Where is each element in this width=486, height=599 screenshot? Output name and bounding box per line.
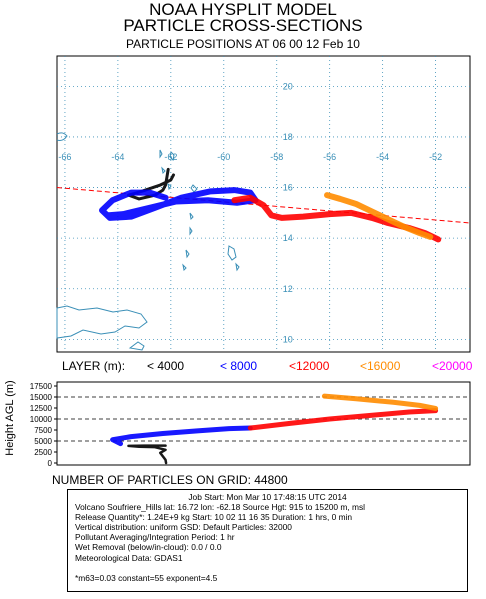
info-constants: *m63=0.03 constant=55 exponent=4.5: [75, 572, 218, 583]
title-line-3: PARTICLE POSITIONS AT 06 00 12 Feb 10: [126, 37, 360, 51]
lon-tick-label: -56: [323, 152, 336, 162]
legend-item-red: <12000: [289, 359, 330, 373]
legend-item-magenta: <20000: [432, 359, 473, 373]
info-release: Release Quantity*: 1.24E+9 kg Start: 10 …: [75, 512, 353, 523]
lon-tick-label: -62: [164, 152, 177, 162]
legend-item-black: < 4000: [147, 359, 185, 373]
lon-tick-label: -66: [58, 152, 71, 162]
map-grid: -66 -64 -62 -60 -58 -56 -54 -52 10 12 14 16 18 20: [57, 56, 470, 352]
title-line-1: NOAA HYSPLIT MODEL: [149, 0, 337, 19]
xs-series-3: [321, 393, 439, 411]
height-tick-label: 12500: [30, 404, 53, 413]
lon-tick-label: -64: [111, 152, 124, 162]
info-wet-removal: Wet Removal (below/in-cloud): 0.0 / 0.0: [75, 542, 222, 553]
height-tick-label: 2500: [34, 448, 52, 457]
map-series-0: [126, 167, 175, 201]
lon-tick-label: -52: [429, 152, 442, 162]
xs-series-1: [110, 425, 253, 447]
lat-tick-label: 16: [283, 183, 293, 193]
lat-tick-label: 20: [283, 81, 293, 91]
map-series-3: [324, 192, 434, 240]
lat-tick-label: 12: [283, 284, 293, 294]
title-line-2: PARTICLE CROSS-SECTIONS: [123, 16, 363, 35]
height-tick-label: 7500: [34, 426, 52, 435]
lat-tick-label: 18: [283, 132, 293, 142]
lon-tick-label: -60: [217, 152, 230, 162]
lon-tick-label: -58: [270, 152, 283, 162]
info-source: Volcano Soufriere_Hills lat: 16.72 lon: …: [75, 502, 366, 513]
info-vertical: Vertical distribution: uniform GSD: Defa…: [75, 522, 292, 533]
info-met-data: Meteorological Data: GDAS1: [75, 552, 183, 563]
lat-tick-label: 10: [283, 334, 293, 344]
height-tick-label: 10000: [30, 415, 53, 424]
map-particle-series: [99, 167, 442, 243]
legend-item-blue: < 8000: [220, 359, 258, 373]
height-tick-label: 15000: [30, 393, 53, 402]
cross-section-frame: [56, 381, 471, 466]
particle-count: NUMBER OF PARTICLES ON GRID: 44800: [52, 473, 288, 487]
info-averaging: Pollutant Averaging/Integration Period: …: [75, 532, 235, 543]
cross-section-grid: 0 2500 5000 7500 10000 12500 15000 17500: [30, 382, 470, 468]
job-start: Job Start: Mon Mar 10 17:48:15 UTC 2014: [188, 492, 347, 502]
legend-item-orange: <16000: [360, 359, 401, 373]
cross-section-particle-series: [110, 393, 439, 465]
xs-series-0: [127, 444, 168, 465]
map-series-1: [99, 187, 259, 221]
lon-tick-label: -54: [376, 152, 389, 162]
height-tick-label: 17500: [30, 382, 53, 391]
xs-series-2: [247, 408, 439, 431]
height-tick-label: 5000: [34, 437, 52, 446]
cross-section-line: [56, 187, 471, 224]
legend-title: LAYER (m):: [62, 359, 126, 373]
height-tick-label: 0: [48, 459, 53, 468]
height-axis-label: Height AGL (m): [4, 380, 16, 456]
lat-tick-label: 14: [283, 233, 293, 243]
run-info-box: Job Start: Mon Mar 10 17:48:15 UTC 2014 …: [67, 489, 468, 592]
